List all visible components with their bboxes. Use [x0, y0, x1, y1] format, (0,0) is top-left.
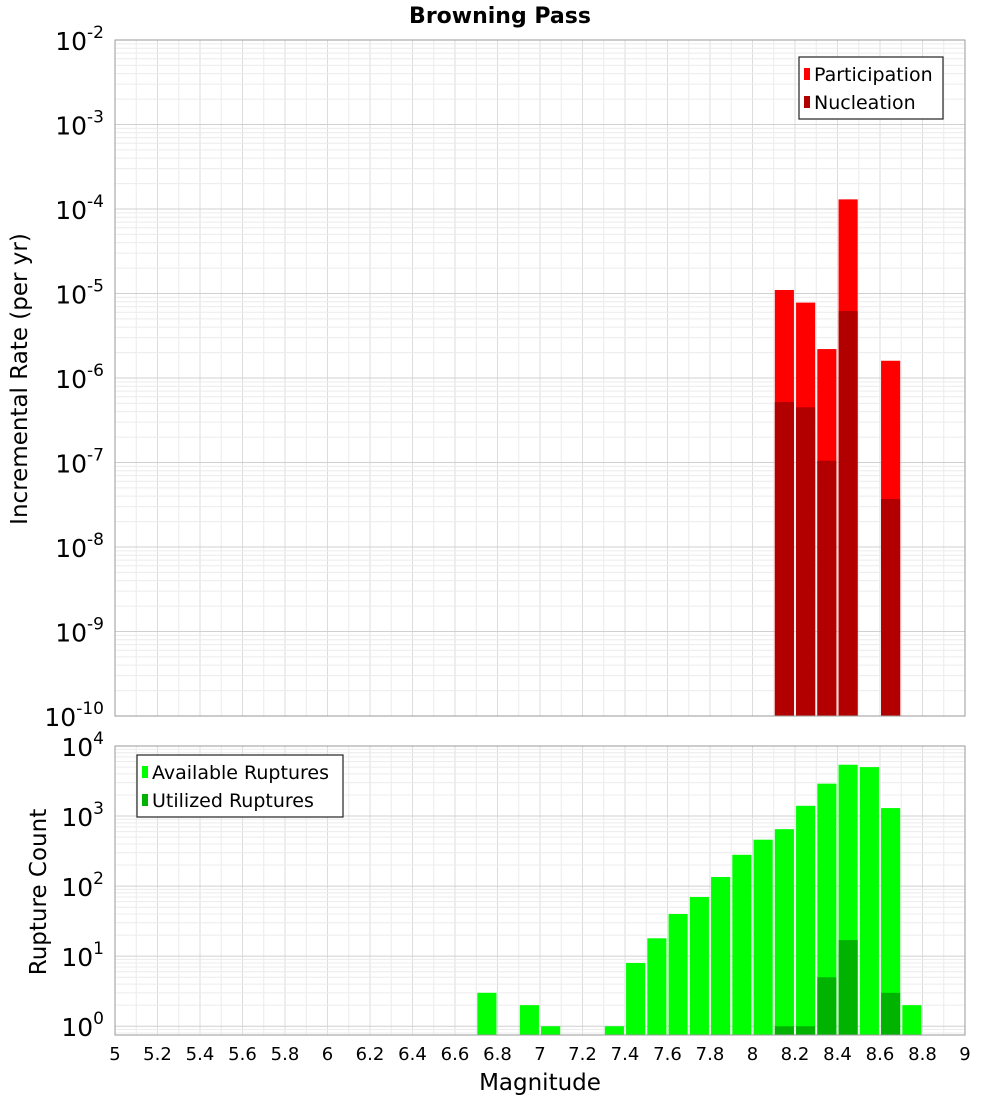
y-tick-label: 10-4	[55, 192, 104, 225]
bar-available-ruptures	[626, 962, 646, 1035]
chart-panel-1: 10-2 10-3 10-4 10-5 10-6 10-7 10-8 10-9 10-10 Par…	[44, 23, 966, 732]
x-tick-label: 7.2	[568, 1044, 597, 1065]
legend-entry: Nucleation	[814, 92, 916, 114]
bar-nucleation	[881, 498, 901, 716]
y-tick-labels: 10-2 10-3 10-4 10-5 10-6 10-7 10-8 10-9 10-10	[44, 23, 104, 732]
bars	[477, 764, 922, 1035]
bar-available-ruptures	[668, 914, 688, 1035]
y-tick-label: 100	[61, 1009, 104, 1042]
grid-lines	[114, 39, 966, 717]
bar-nucleation	[796, 407, 816, 716]
y-tick-label: 10-6	[55, 361, 104, 394]
bar-available-ruptures	[774, 829, 794, 1035]
y-tick-label: 10-8	[55, 530, 104, 563]
legend: Participation Nucleation	[798, 56, 944, 120]
legend-entry: Available Ruptures	[152, 762, 329, 784]
bar-available-ruptures	[689, 896, 709, 1035]
legend-entry: Utilized Ruptures	[152, 790, 314, 812]
y-tick-label: 10-9	[55, 615, 104, 648]
x-tick-labels: 5 5.2 5.4 5.6 5.8 6 6.2 6.4 6.6 6.8 7 7.2 7.4 7.6 7.8 8…	[109, 1044, 970, 1065]
chart-title: Browning Pass	[409, 4, 591, 29]
bar-utilized-ruptures	[881, 992, 901, 1035]
bar-available-ruptures	[881, 808, 901, 1035]
x-tick-label: 6.8	[483, 1044, 512, 1065]
x-tick-label: 6.6	[441, 1044, 470, 1065]
x-tick-label: 8.8	[908, 1044, 937, 1065]
bar-utilized-ruptures	[774, 1026, 794, 1035]
y-tick-label: 102	[61, 869, 104, 902]
bar-available-ruptures	[796, 805, 816, 1035]
bar-available-ruptures	[519, 1005, 539, 1035]
x-tick-label: 8	[747, 1044, 758, 1065]
x-tick-label: 8.2	[781, 1044, 810, 1065]
legend-entry: Participation	[814, 64, 933, 86]
y-tick-labels: 104 103 102 101 100	[61, 729, 104, 1042]
y-tick-label: 10-7	[55, 446, 104, 479]
y-tick-label: 10-5	[55, 277, 104, 310]
legend: Available Ruptures Utilized Ruptures	[136, 754, 344, 818]
x-tick-label: 9	[959, 1044, 970, 1065]
x-tick-label: 7.4	[611, 1044, 640, 1065]
legend-swatch	[804, 68, 810, 80]
bars	[774, 199, 901, 717]
bar-utilized-ruptures	[796, 1026, 816, 1035]
legend-box	[798, 56, 944, 120]
legend-swatch	[804, 96, 810, 108]
bar-utilized-ruptures	[838, 940, 858, 1035]
bar-available-ruptures	[902, 1005, 922, 1035]
x-tick-label: 7.6	[653, 1044, 682, 1065]
bar-available-ruptures	[732, 854, 752, 1035]
bar-available-ruptures	[477, 992, 497, 1035]
y-tick-label: 103	[61, 799, 104, 832]
x-axis-label: Magnitude	[479, 1070, 601, 1096]
x-tick-label: 6.2	[356, 1044, 385, 1065]
y-tick-label: 101	[61, 939, 104, 972]
x-tick-label: 8.4	[823, 1044, 852, 1065]
bar-available-ruptures	[753, 839, 773, 1035]
legend-box	[136, 754, 344, 818]
bar-available-ruptures	[711, 876, 731, 1035]
x-tick-label: 8.6	[866, 1044, 895, 1065]
y-tick-label: 104	[61, 729, 104, 762]
bar-available-ruptures	[859, 767, 879, 1035]
x-tick-label: 5	[109, 1044, 120, 1065]
x-tick-label: 6.4	[398, 1044, 427, 1065]
bar-available-ruptures	[541, 1026, 561, 1035]
y-tick-label: 10-2	[55, 23, 104, 56]
top-y-axis-label: Incremental Rate (per yr)	[7, 233, 33, 525]
x-tick-label: 5.8	[271, 1044, 300, 1065]
y-tick-label: 10-3	[55, 108, 104, 141]
bar-nucleation	[817, 460, 837, 716]
x-tick-label: 7.8	[696, 1044, 725, 1065]
x-tick-label: 7	[534, 1044, 545, 1065]
plot-frame	[114, 39, 966, 717]
bar-available-ruptures	[604, 1026, 624, 1035]
bar-utilized-ruptures	[817, 977, 837, 1035]
bar-nucleation	[774, 401, 794, 716]
legend-swatch	[142, 794, 148, 806]
bar-available-ruptures	[647, 938, 667, 1035]
x-tick-label: 6	[322, 1044, 333, 1065]
bar-nucleation	[838, 311, 858, 716]
x-tick-label: 5.6	[228, 1044, 257, 1065]
bottom-y-axis-label: Rupture Count	[26, 809, 52, 975]
x-tick-label: 5.2	[143, 1044, 172, 1065]
x-tick-label: 5.4	[186, 1044, 215, 1065]
plot-frame	[114, 745, 966, 1036]
bar-available-ruptures	[817, 783, 837, 1035]
legend-swatch	[142, 766, 148, 778]
y-tick-label: 10-10	[44, 699, 104, 732]
